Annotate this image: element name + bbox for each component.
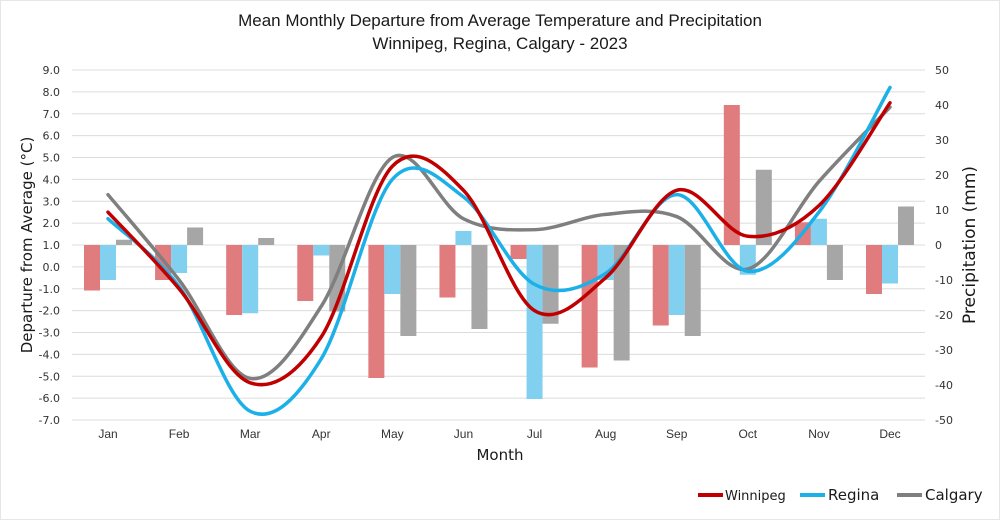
left-tick-label: 7.0 <box>43 108 61 121</box>
right-axis-ticks: 50 40 30 20 10 0 -10 -20 -30 -40 -50 <box>935 64 953 427</box>
legend-label-winnipeg: Winnipeg <box>725 489 786 504</box>
right-tick-label: 30 <box>935 134 949 147</box>
precip-bar-calgary-feb <box>187 227 204 245</box>
temp-line-calgary <box>106 105 892 381</box>
chart-subtitle: Winnipeg, Regina, Calgary - 2023 <box>372 34 627 53</box>
right-tick-label: -50 <box>935 414 953 427</box>
precipitation-bars <box>84 105 914 399</box>
right-tick-label: 10 <box>935 204 949 217</box>
precip-bar-calgary-may <box>400 245 417 336</box>
left-tick-label: 2.0 <box>43 217 61 230</box>
legend-label-calgary: Calgary <box>925 486 983 504</box>
right-tick-label: 50 <box>935 64 949 77</box>
x-tick-label: Dec <box>879 427 900 441</box>
precip-bar-calgary-sep <box>684 245 701 336</box>
precip-bar-regina-may <box>384 245 401 294</box>
precip-bar-calgary-jun <box>471 245 488 329</box>
x-tick-label: Sep <box>666 427 688 441</box>
left-tick-label: 5.0 <box>43 152 61 165</box>
x-tick-label: Jun <box>454 427 473 441</box>
left-tick-label: 0.0 <box>43 261 61 274</box>
right-tick-label: -30 <box>935 344 953 357</box>
x-axis-ticks: Jan Feb Mar Apr May Jun Jul Aug Sep Oct Nov Dec <box>98 427 900 441</box>
right-tick-label: 40 <box>935 99 949 112</box>
left-tick-label: 9.0 <box>43 64 61 77</box>
left-axis-title: Departure from Average (°C) <box>18 137 36 354</box>
precip-bar-regina-jan <box>100 245 116 280</box>
precip-bar-winnipeg-jan <box>84 245 100 291</box>
temperature-lines <box>106 85 892 416</box>
precip-bar-regina-nov <box>810 218 827 245</box>
left-tick-label: -4.0 <box>39 348 60 361</box>
x-tick-label: Aug <box>595 427 616 441</box>
precip-bar-winnipeg-aug <box>581 245 598 368</box>
left-tick-label: 6.0 <box>43 130 61 143</box>
left-tick-label: 8.0 <box>43 86 61 99</box>
precip-bar-calgary-dec <box>898 206 914 245</box>
precip-bar-calgary-nov <box>826 245 843 280</box>
left-tick-label: 4.0 <box>43 173 61 186</box>
precip-bar-winnipeg-jul <box>510 245 527 259</box>
x-tick-label: May <box>381 427 404 441</box>
legend: Winnipeg Regina Calgary <box>698 486 983 504</box>
precip-bar-calgary-mar <box>258 238 275 245</box>
precip-bar-calgary-oct <box>755 169 772 245</box>
precip-bar-regina-dec <box>882 245 898 284</box>
x-tick-label: Jul <box>527 427 542 441</box>
precip-bar-winnipeg-oct <box>723 105 740 245</box>
precip-bar-regina-apr <box>313 245 330 256</box>
gridlines <box>72 69 925 421</box>
precip-bar-regina-sep <box>668 245 685 315</box>
chart-title: Mean Monthly Departure from Average Temp… <box>238 11 762 30</box>
precip-bar-winnipeg-may <box>368 245 385 378</box>
left-tick-label: -7.0 <box>39 414 60 427</box>
precip-bar-regina-jun <box>455 231 472 245</box>
left-axis-ticks: 9.0 8.0 7.0 6.0 5.0 4.0 3.0 2.0 1.0 0.0 -1.0 -2.0 -3… <box>39 64 60 427</box>
right-tick-label: 0 <box>935 239 942 252</box>
x-tick-label: Mar <box>240 427 261 441</box>
left-tick-label: -2.0 <box>39 305 60 318</box>
x-axis-title: Month <box>476 446 523 464</box>
precip-bar-winnipeg-mar <box>226 245 243 315</box>
right-tick-label: -20 <box>935 309 953 322</box>
x-tick-label: Apr <box>312 427 331 441</box>
precip-bar-calgary-aug <box>613 245 630 361</box>
temp-line-winnipeg <box>106 101 892 387</box>
right-axis-title: Precipitation (mm) <box>960 166 980 324</box>
right-tick-label: -40 <box>935 379 953 392</box>
left-tick-label: -3.0 <box>39 327 60 340</box>
precip-bar-winnipeg-jun <box>439 245 456 298</box>
precip-bar-winnipeg-apr <box>297 245 314 301</box>
precip-bar-regina-feb <box>171 245 188 273</box>
precip-bar-regina-jul <box>526 245 543 399</box>
precip-bar-regina-mar <box>242 245 259 314</box>
x-tick-label: Nov <box>808 427 829 441</box>
x-tick-label: Jan <box>98 427 117 441</box>
right-tick-label: 20 <box>935 169 949 182</box>
left-tick-label: 1.0 <box>43 239 61 252</box>
left-tick-label: -5.0 <box>39 370 60 383</box>
precip-bar-winnipeg-sep <box>652 245 669 326</box>
left-tick-label: 3.0 <box>43 195 61 208</box>
legend-label-regina: Regina <box>828 486 879 504</box>
precip-bar-calgary-jul <box>542 245 559 324</box>
left-tick-label: -1.0 <box>39 283 60 296</box>
precip-bar-calgary-jan <box>116 239 132 245</box>
left-tick-label: -6.0 <box>39 392 60 405</box>
x-tick-label: Oct <box>738 427 757 441</box>
x-tick-label: Feb <box>169 427 190 441</box>
precip-bar-winnipeg-dec <box>866 245 882 294</box>
right-tick-label: -10 <box>935 274 953 287</box>
